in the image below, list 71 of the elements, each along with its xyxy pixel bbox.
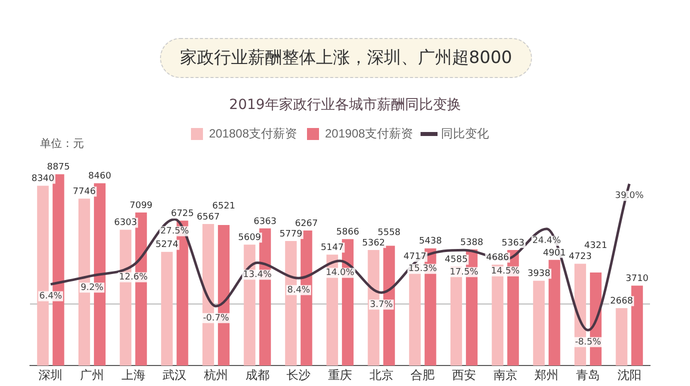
bar [548, 260, 560, 366]
data-label: 9.2% [80, 283, 104, 294]
x-tick-label: 杭州 [203, 368, 228, 382]
data-label: 12.6% [119, 272, 148, 283]
bar [161, 252, 173, 366]
data-label: 3938 [527, 269, 551, 280]
x-tick-label: 长沙 [286, 368, 311, 382]
x-tick-label: 重庆 [328, 368, 352, 382]
data-label: 8875 [46, 162, 70, 173]
bar [533, 280, 545, 366]
data-label: 15.3% [408, 264, 438, 274]
data-label: 13.4% [243, 270, 272, 280]
data-label: 6567 [196, 212, 220, 222]
data-label: 39.0% [615, 191, 644, 202]
data-label: 4585 [444, 255, 468, 266]
x-tick-label: 西安 [452, 368, 476, 382]
data-label: 8340 [31, 174, 55, 184]
data-label: 5779 [279, 229, 303, 240]
x-tick-label: 成都 [245, 368, 270, 382]
data-label: 4901 [542, 248, 566, 258]
data-label: -0.7% [202, 314, 230, 324]
data-label: 5147 [320, 242, 344, 253]
data-label: 5362 [362, 238, 386, 248]
x-tick-label: 青岛 [576, 368, 600, 382]
data-label: 6521 [212, 201, 236, 212]
data-label: 3.7% [370, 300, 394, 310]
data-label: 4723 [568, 252, 592, 262]
legend-label: 同比变化 [441, 126, 490, 140]
data-label: 5363 [502, 238, 525, 248]
text: 单位：元 [40, 136, 84, 151]
data-label: 4717 [403, 252, 426, 262]
data-label: 8460 [88, 172, 112, 182]
data-label: 3710 [626, 274, 649, 284]
data-label: 5388 [460, 238, 484, 248]
data-label: 6363 [254, 216, 277, 227]
legend-label: 201908支付薪资 [325, 126, 414, 140]
data-label: 5609 [238, 233, 262, 244]
data-label: 7099 [130, 200, 153, 211]
data-label: 17.5% [450, 267, 479, 278]
data-label: 24.4% [532, 236, 562, 246]
data-label: 14.5% [491, 266, 520, 277]
data-label: 7746 [72, 186, 96, 197]
data-label: 14.0% [326, 268, 355, 278]
data-label: 2668 [610, 296, 634, 306]
data-label: 4686 [486, 252, 510, 263]
data-label: 5274 [155, 240, 179, 250]
legend-label: 201808支付薪资 [208, 126, 298, 140]
data-label: 5438 [418, 236, 442, 247]
data-label: -8.5% [574, 338, 602, 348]
x-tick-label: 郑州 [534, 368, 559, 382]
data-label: 27.5% [160, 226, 190, 237]
data-label: 6267 [294, 218, 318, 229]
chart-subtitle: 2019年家政行业各城市薪酬同比变换 [228, 96, 462, 114]
data-label: 5558 [378, 228, 401, 238]
x-tick-label: 广州 [80, 368, 104, 382]
x-tick-label: 沈阳 [617, 368, 642, 382]
bar [616, 308, 628, 366]
x-tick-label: 深圳 [38, 368, 63, 382]
data-label: 8.4% [287, 285, 311, 296]
x-tick-label: 武汉 [162, 368, 187, 382]
data-label: 5866 [336, 227, 360, 238]
x-tick-label: 上海 [121, 368, 146, 382]
x-tick-label: 合肥 [410, 368, 435, 382]
x-tick-label: 南京 [493, 368, 518, 382]
data-label: 6303 [114, 218, 138, 228]
data-label: 4321 [584, 240, 608, 251]
data-label: 6.4% [39, 292, 63, 302]
x-tick-label: 北京 [369, 368, 394, 382]
bar [631, 286, 643, 366]
data-label: 6725 [170, 208, 194, 219]
chart-title: 家政行业薪酬整体上涨，深圳、广州超8000 [160, 38, 532, 78]
